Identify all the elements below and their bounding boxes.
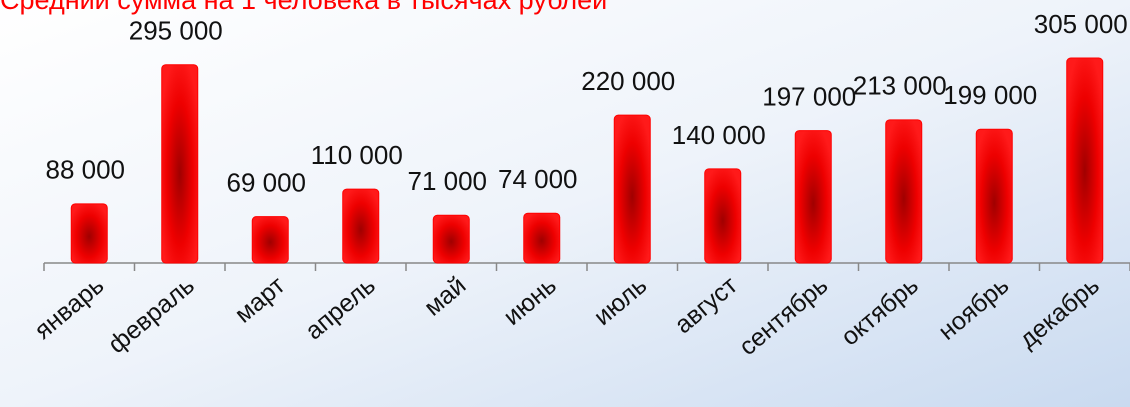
- data-label: 220 000: [581, 66, 675, 96]
- bar: [704, 168, 742, 264]
- data-label: 213 000: [853, 71, 947, 101]
- chart-title: Средний сумма на 1 человека в тысячах ру…: [0, 0, 607, 15]
- data-label: 197 000: [762, 81, 856, 111]
- bar: [70, 203, 108, 264]
- bar: [885, 119, 923, 264]
- bar: [975, 128, 1013, 264]
- bar: [342, 188, 380, 264]
- data-label: 71 000: [407, 166, 487, 196]
- bar: [613, 114, 651, 264]
- data-label: 69 000: [226, 167, 306, 197]
- data-label: 74 000: [498, 164, 578, 194]
- data-label: 305 000: [1034, 9, 1128, 39]
- bar: [432, 214, 470, 264]
- bar: [251, 216, 289, 264]
- bar: [794, 130, 832, 264]
- bar: [523, 212, 561, 264]
- data-label: 295 000: [129, 16, 223, 46]
- data-label: 88 000: [45, 155, 125, 185]
- bar: [161, 64, 199, 264]
- bar: [1066, 57, 1104, 264]
- data-label: 110 000: [311, 140, 403, 170]
- data-label: 199 000: [943, 80, 1037, 110]
- data-label: 140 000: [672, 120, 766, 150]
